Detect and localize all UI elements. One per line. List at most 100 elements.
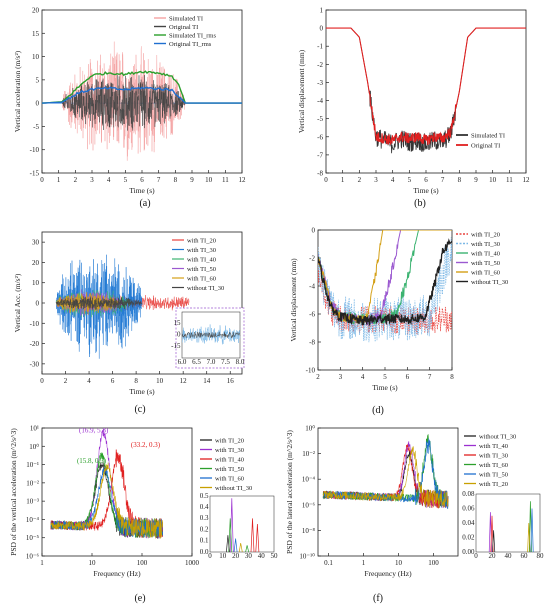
y-tick-label: 1 (320, 7, 324, 15)
y-tick-label: -6 (309, 311, 315, 319)
legend-entry: with TI_30 (471, 241, 500, 248)
legend-entry: with TI_20 (479, 481, 508, 488)
x-tick-label: 1 (57, 176, 61, 184)
y-tick-label: 10⁰ (29, 443, 39, 451)
y-axis-label: Vertical acceleration (m/s²) (13, 50, 22, 132)
legend-entry: with TI_30 (215, 447, 244, 454)
legend-entry: with TI_60 (479, 462, 508, 469)
inset-x-tick: 20 (489, 552, 497, 560)
inset-y-tick: 0.06 (462, 504, 475, 512)
panel-label: (f) (373, 593, 383, 604)
inset-series (181, 331, 241, 339)
x-tick-label: 0 (324, 176, 328, 184)
panel-label: (a) (139, 198, 150, 209)
series-line (61, 75, 186, 131)
inset-spike (233, 538, 238, 553)
inset-plot: 6.0 6.5 7.0 7.5 8.0 -15 0 15 (171, 307, 245, 369)
y-tick-label: 10⁻² (302, 450, 315, 458)
inset-y-tick: 0.04 (462, 519, 475, 527)
y-tick-label: -4 (309, 283, 315, 291)
x-tick-label: 6 (140, 176, 144, 184)
series-line (318, 262, 452, 335)
legend-entry: with TI_30 (187, 247, 216, 254)
inset-spike (226, 535, 230, 553)
legend-entry: with TI_30 (479, 452, 508, 459)
y-tick-label: 10 (32, 53, 40, 61)
inset-spike (238, 542, 243, 553)
y-tick-label: 0 (36, 100, 40, 108)
legend-entry: with TI_50 (187, 266, 216, 273)
inset-y-tick: 0.1 (200, 537, 209, 545)
y-tick-label: 10¹ (30, 425, 39, 433)
x-axis-label: Frequency (Hz) (93, 569, 141, 578)
legend-entry: with TI_60 (471, 269, 500, 276)
x-tick-label: 8 (458, 176, 462, 184)
plot-area (55, 254, 190, 359)
inset-x-tick: 0 (474, 552, 478, 560)
legend-entry: with TI_40 (215, 456, 244, 463)
x-tick-label: 4 (361, 373, 365, 381)
inset-plot: 0 20 40 60 80 0.00 0.02 0.04 0.06 0.08 (462, 490, 544, 560)
y-tick-label: 10⁻¹ (26, 461, 39, 469)
legend-entry: with TI_60 (215, 475, 244, 482)
x-tick-label: 0 (40, 176, 44, 184)
legend-entry: Original TI (471, 142, 500, 149)
x-tick-label: 0 (40, 377, 44, 385)
x-tick-label: 0.1 (324, 559, 333, 567)
legend-entry: without TI_30 (479, 433, 516, 440)
x-tick-label: 1 (341, 176, 345, 184)
legend: Simulated TI Original TI (456, 132, 505, 149)
inset-spike (228, 518, 233, 553)
legend-entry: with TI_40 (479, 443, 508, 450)
y-tick-label: 20 (32, 7, 40, 15)
y-tick-label: -2 (309, 255, 315, 263)
x-tick-label: 7 (157, 176, 161, 184)
series-line (318, 230, 452, 327)
y-tick-label: 10⁻¹⁰ (299, 553, 315, 561)
y-axis-label: PSD of the vertical acceleration (m^2/s^… (9, 428, 18, 556)
plot-frame (41, 427, 193, 557)
y-tick-label: 5 (36, 76, 40, 84)
legend-entry: Simulated TI_rms (169, 32, 216, 39)
x-tick-label: 2 (74, 176, 78, 184)
y-tick-label: -10 (306, 367, 316, 375)
x-tick-label: 3 (339, 373, 343, 381)
y-tick-label: 0 (312, 227, 316, 235)
inset-y-tick: 0.2 (200, 525, 209, 533)
inset-x-tick: 50 (271, 552, 279, 560)
x-tick-label: 5 (408, 176, 412, 184)
x-tick-label: 12 (239, 176, 247, 184)
legend-entry: with TI_40 (187, 256, 216, 263)
plot-area (318, 230, 452, 343)
x-tick-label: 6 (424, 176, 428, 184)
y-tick-label: -8 (317, 170, 323, 178)
inset-spike (530, 508, 534, 553)
x-tick-label: 100 (428, 559, 439, 567)
legend-entry: with TI_20 (187, 237, 216, 244)
legend-entry: with TI_40 (471, 250, 500, 257)
y-tick-label: -5 (317, 115, 323, 123)
series-line (50, 462, 163, 539)
x-tick-label: 3 (90, 176, 94, 184)
y-axis-label: Vertical Acc. (m/s²) (13, 273, 22, 332)
legend-entry: with TI_50 (471, 260, 500, 267)
inset-spike (255, 523, 260, 553)
inset-spike (527, 522, 531, 553)
x-tick-label: 1 (40, 559, 44, 567)
inset-x-tick: 6.5 (192, 358, 201, 366)
x-axis-label: Frequency (Hz) (364, 569, 412, 578)
plot-area (42, 41, 242, 161)
y-tick-label: 30 (32, 239, 40, 247)
plot-area (322, 434, 449, 509)
legend-entry: with TI_50 (215, 466, 244, 473)
y-tick-label: -5 (33, 123, 39, 131)
inset-x-tick: 6.0 (178, 358, 187, 366)
y-tick-label: -10 (30, 146, 40, 154)
inset-x-tick: 40 (505, 552, 513, 560)
plot-frame (317, 427, 459, 557)
y-tick-label: 10 (32, 279, 40, 287)
x-tick-label: 8 (134, 377, 138, 385)
inset-x-tick: 80 (537, 552, 545, 560)
